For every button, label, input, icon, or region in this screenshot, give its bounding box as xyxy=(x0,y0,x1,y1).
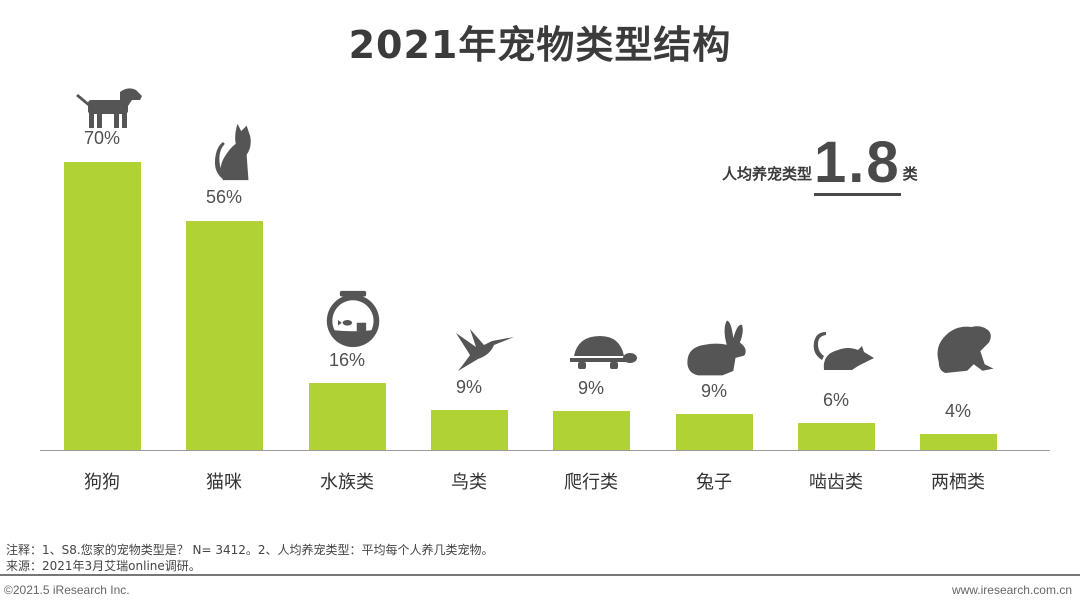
kpi-label: 人均养宠类型 xyxy=(722,165,813,183)
footnote: 注释：1、S8.您家的宠物类型是？ N= 3412。2、人均养宠类型：平均每个人… xyxy=(6,543,494,557)
bar-dog xyxy=(64,162,141,450)
category-label-aquarium: 水族类 xyxy=(320,472,374,493)
category-label-bird: 鸟类 xyxy=(451,472,487,493)
value-label-rodent: 6% xyxy=(822,390,849,410)
cat-icon xyxy=(214,123,251,181)
copyright: ©2021.5 iResearch Inc. xyxy=(4,583,130,597)
value-label-reptile: 9% xyxy=(577,378,604,398)
bar-bird xyxy=(431,410,508,450)
kpi-unit: 类 xyxy=(902,165,918,183)
value-label-rabbit: 9% xyxy=(700,381,727,401)
category-label-rabbit: 兔子 xyxy=(696,472,732,493)
value-label-cat: 56% xyxy=(205,187,243,207)
kpi-value: 1.8 xyxy=(814,130,901,196)
value-label-aquarium: 16% xyxy=(328,350,366,370)
category-label-cat: 猫咪 xyxy=(206,472,242,493)
source-note: 来源：2021年3月艾瑞online调研。 xyxy=(6,559,201,573)
bar-cat xyxy=(186,221,263,450)
fishbowl-icon xyxy=(326,290,380,348)
bar-rabbit xyxy=(676,414,753,450)
bar-rodent xyxy=(798,423,875,450)
footer-divider xyxy=(0,574,1080,576)
bar-amphibian xyxy=(920,434,997,450)
turtle-icon xyxy=(570,336,637,369)
kpi-callout: 人均养宠类型 1.8 类 xyxy=(722,130,918,196)
bar-reptile xyxy=(553,411,630,450)
bird-icon xyxy=(456,329,514,371)
value-label-bird: 9% xyxy=(455,377,482,397)
mouse-icon xyxy=(813,332,874,370)
rabbit-icon xyxy=(687,320,746,376)
category-label-dog: 狗狗 xyxy=(84,472,120,493)
dog-icon xyxy=(76,88,142,128)
value-label-amphibian: 4% xyxy=(944,401,971,421)
frog-icon xyxy=(937,326,994,373)
website-link[interactable]: www.iresearch.com.cn xyxy=(951,583,1072,597)
x-axis-line xyxy=(40,450,1050,451)
chart-title: 2021年宠物类型结构 xyxy=(348,23,732,67)
value-label-dog: 70% xyxy=(83,128,121,148)
bar-aquarium xyxy=(309,383,386,450)
category-label-rodent: 啮齿类 xyxy=(809,472,863,493)
category-label-reptile: 爬行类 xyxy=(564,472,618,493)
category-label-amphibian: 两栖类 xyxy=(931,472,985,493)
